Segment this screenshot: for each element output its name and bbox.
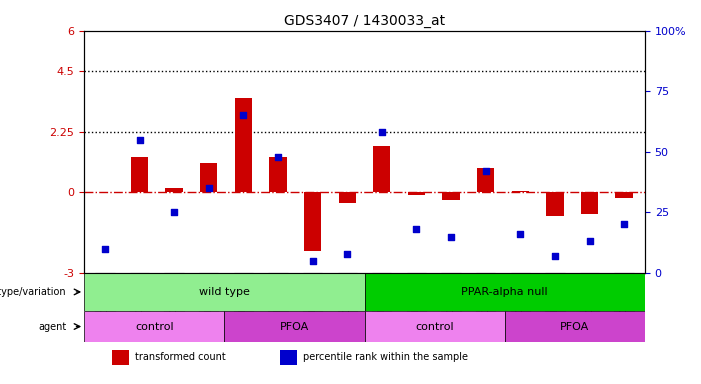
Bar: [442, 192, 460, 200]
Title: GDS3407 / 1430033_at: GDS3407 / 1430033_at: [284, 14, 445, 28]
Point: [168, 209, 179, 215]
Text: control: control: [135, 321, 174, 331]
Bar: [339, 192, 356, 203]
Point: [445, 233, 456, 240]
Text: wild type: wild type: [199, 287, 250, 297]
Text: PPAR-alpha null: PPAR-alpha null: [461, 287, 548, 297]
Text: genotype/variation: genotype/variation: [0, 287, 67, 297]
Point: [273, 154, 284, 160]
Text: control: control: [415, 321, 454, 331]
Point: [341, 250, 353, 257]
Bar: [235, 98, 252, 192]
Text: agent: agent: [39, 321, 67, 331]
Bar: [304, 192, 321, 252]
Point: [584, 238, 595, 245]
Point: [515, 231, 526, 237]
Text: PFOA: PFOA: [280, 321, 309, 331]
FancyBboxPatch shape: [365, 311, 505, 342]
FancyBboxPatch shape: [505, 311, 645, 342]
FancyBboxPatch shape: [365, 273, 645, 311]
Bar: [131, 157, 148, 192]
Point: [134, 137, 145, 143]
Point: [238, 113, 249, 119]
Point: [550, 253, 561, 259]
Bar: [615, 192, 633, 197]
Text: PFOA: PFOA: [560, 321, 590, 331]
Bar: [165, 188, 183, 192]
Point: [203, 185, 215, 191]
Point: [307, 258, 318, 264]
Text: transformed count: transformed count: [135, 353, 225, 362]
Bar: [581, 192, 598, 214]
Bar: [269, 157, 287, 192]
Bar: [112, 350, 129, 365]
Bar: [512, 191, 529, 192]
Bar: [280, 350, 297, 365]
Point: [376, 129, 388, 136]
Bar: [373, 146, 390, 192]
Point: [618, 222, 629, 228]
FancyBboxPatch shape: [84, 311, 224, 342]
Bar: [408, 192, 425, 195]
Bar: [200, 162, 217, 192]
Bar: [477, 168, 494, 192]
Text: percentile rank within the sample: percentile rank within the sample: [303, 353, 468, 362]
Bar: [546, 192, 564, 217]
Point: [100, 246, 111, 252]
Point: [411, 226, 422, 232]
FancyBboxPatch shape: [224, 311, 365, 342]
FancyBboxPatch shape: [84, 273, 365, 311]
Point: [480, 168, 491, 174]
